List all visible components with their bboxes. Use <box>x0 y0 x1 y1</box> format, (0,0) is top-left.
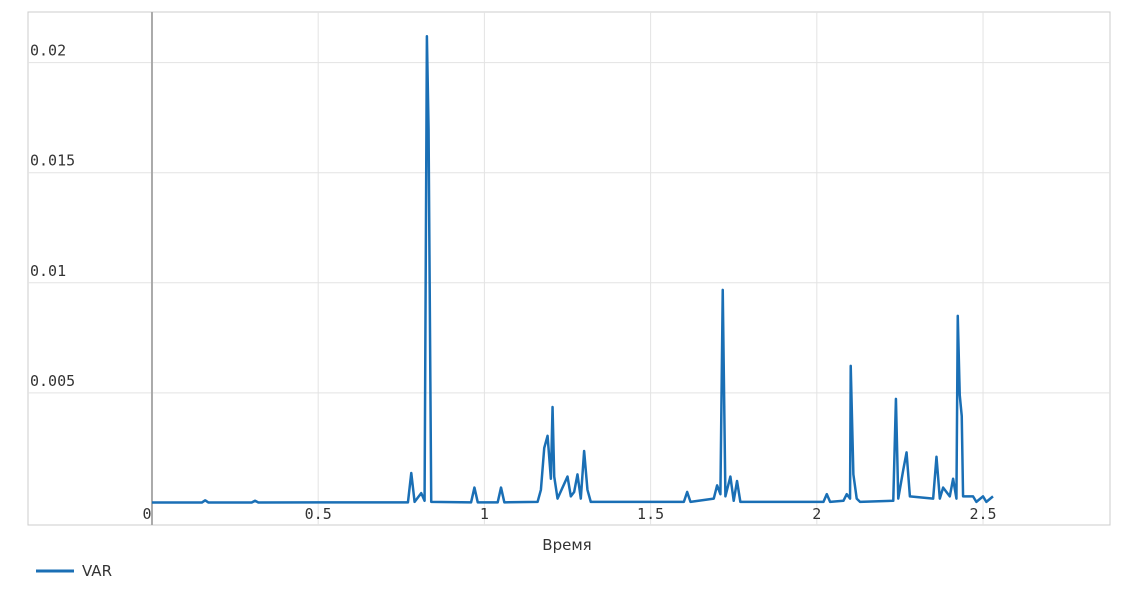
y-tick-label: 0.005 <box>30 372 75 390</box>
y-tick-label: 0.015 <box>30 152 75 170</box>
plot-border <box>27 11 1111 526</box>
x-tick-label: 1.5 <box>637 505 664 523</box>
x-tick-label: 1 <box>480 505 489 523</box>
x-tick-label: 2.5 <box>969 505 996 523</box>
x-tick-label: 0.5 <box>305 505 332 523</box>
x-tick-label: 0 <box>142 505 151 523</box>
y-tick-label: 0.02 <box>30 42 66 60</box>
marks <box>151 34 994 504</box>
grid: 0.005 0.01 0.015 0.02 0 0.5 1 1.5 2 2.5 <box>28 12 1110 525</box>
x-axis-title: Время <box>542 536 591 554</box>
x-tick-label: 2 <box>812 505 821 523</box>
y-tick-label: 0.01 <box>30 262 66 280</box>
data-line <box>151 34 994 504</box>
legend-label[interactable]: VAR <box>82 562 112 580</box>
